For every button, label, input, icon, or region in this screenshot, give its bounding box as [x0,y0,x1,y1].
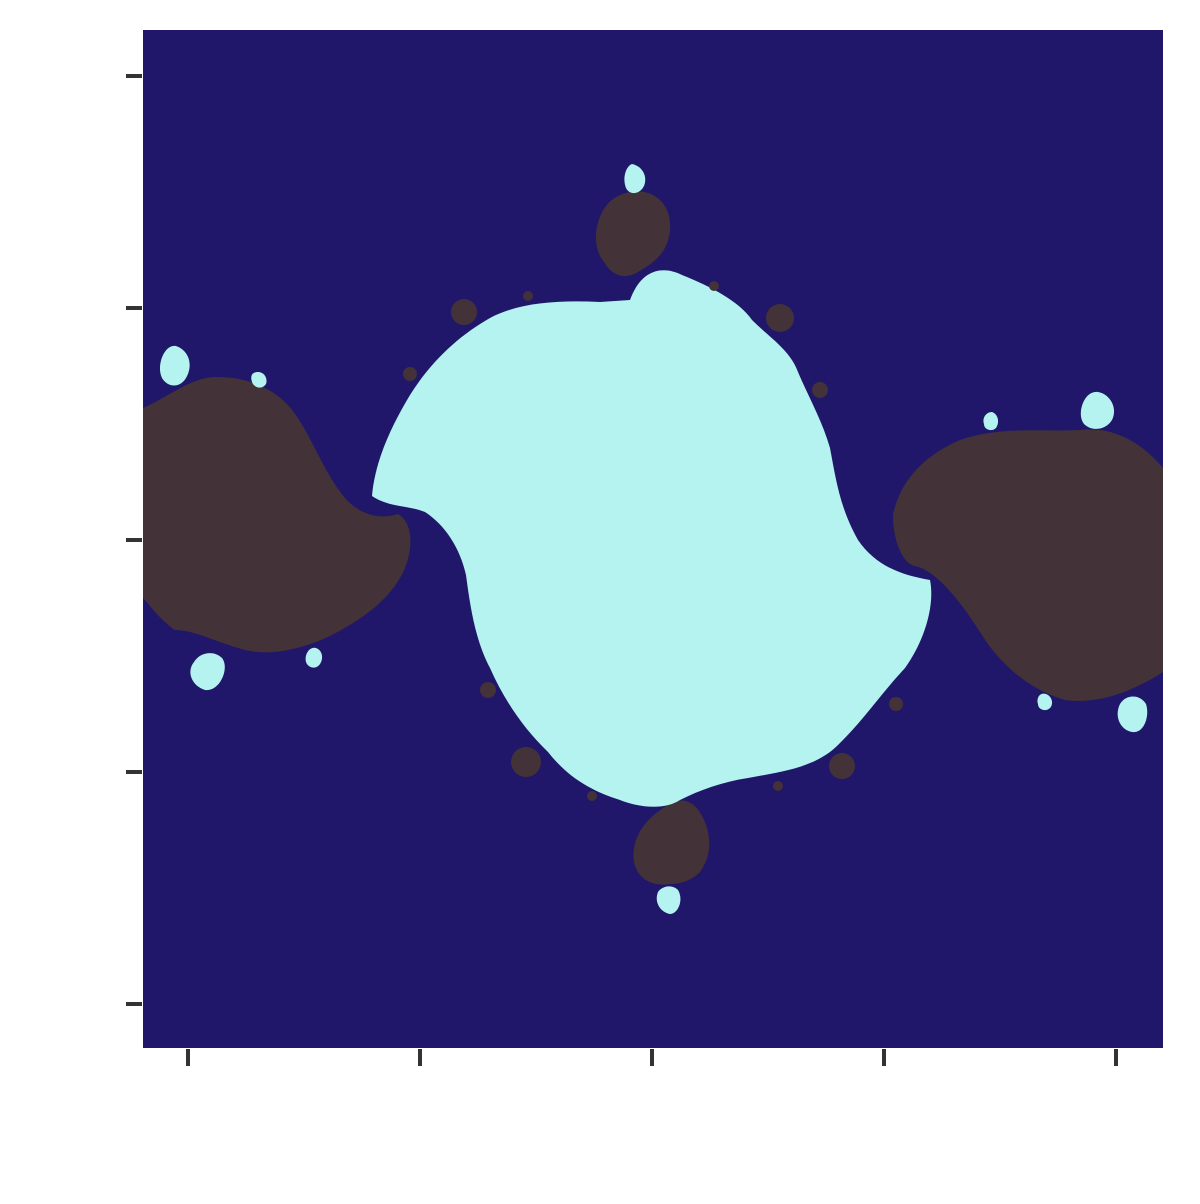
cyan-satellite-bottom [656,886,681,914]
bottom-dark-satellite [633,800,710,885]
dark-bud [766,304,794,332]
dark-bud [587,791,597,801]
central-cyan-body [372,270,932,807]
dark-bud [812,382,828,398]
dark-bud [511,747,541,777]
cyan-satellite-right-top [1080,391,1115,429]
y-axis [126,74,142,1006]
cyan-satellite-left-bottom [190,653,225,691]
fractal-image [143,164,1163,914]
cyan-satellite-right-bottom [1117,696,1148,733]
cyan-satellite-left-top [159,345,190,386]
left-dark-lobe [143,376,411,653]
dark-bud [889,697,903,711]
dark-bud [773,781,783,791]
dark-bud [829,753,855,779]
right-dark-lobe [893,429,1163,701]
dark-bud [523,291,533,301]
cyan-satellite-top [624,164,646,194]
dark-bud [451,299,477,325]
cyan-satellite-left-small [251,372,267,388]
cyan-satellite-left-small-2 [305,647,323,668]
cyan-satellite-right-small [983,412,999,431]
cyan-satellite-right-small-2 [1037,693,1053,711]
dark-bud [709,281,719,291]
top-dark-satellite [595,191,671,277]
x-axis [186,1049,1118,1066]
dark-bud [403,367,417,381]
dark-bud [480,682,496,698]
